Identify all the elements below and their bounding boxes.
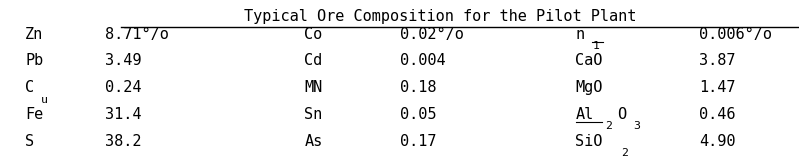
Text: n: n: [575, 27, 585, 42]
Text: Fe: Fe: [26, 107, 43, 122]
Text: u: u: [42, 95, 48, 105]
Text: As: As: [304, 134, 322, 149]
Text: Al: Al: [575, 107, 594, 122]
Text: 2: 2: [621, 148, 628, 158]
Text: MN: MN: [304, 80, 322, 95]
Text: C: C: [26, 80, 34, 95]
Text: 3.49: 3.49: [105, 53, 142, 68]
Text: MgO: MgO: [575, 80, 602, 95]
Text: Zn: Zn: [26, 27, 43, 42]
Text: 38.2: 38.2: [105, 134, 142, 149]
Text: CaO: CaO: [575, 53, 602, 68]
Text: 0.17: 0.17: [400, 134, 437, 149]
Text: Cd: Cd: [304, 53, 322, 68]
Text: 3.87: 3.87: [699, 53, 735, 68]
Text: 0.004: 0.004: [400, 53, 446, 68]
Text: 31.4: 31.4: [105, 107, 142, 122]
Text: 1: 1: [593, 41, 600, 51]
Text: 0.24: 0.24: [105, 80, 142, 95]
Text: 1.47: 1.47: [699, 80, 735, 95]
Text: 2: 2: [605, 121, 612, 131]
Text: 0.05: 0.05: [400, 107, 437, 122]
Text: Sn: Sn: [304, 107, 322, 122]
Text: Co: Co: [304, 27, 322, 42]
Text: 0.18: 0.18: [400, 80, 437, 95]
Text: 0.02°/o: 0.02°/o: [400, 27, 464, 42]
Text: 8.71°/o: 8.71°/o: [105, 27, 169, 42]
Text: 0.006°/o: 0.006°/o: [699, 27, 772, 42]
Text: Typical Ore Composition for the Pilot Plant: Typical Ore Composition for the Pilot Pl…: [244, 9, 636, 24]
Text: 0.46: 0.46: [699, 107, 735, 122]
Text: S: S: [26, 134, 34, 149]
Text: O: O: [617, 107, 626, 122]
Text: 4.90: 4.90: [699, 134, 735, 149]
Text: Pb: Pb: [26, 53, 43, 68]
Text: 3: 3: [634, 121, 641, 131]
Text: SiO: SiO: [575, 134, 602, 149]
